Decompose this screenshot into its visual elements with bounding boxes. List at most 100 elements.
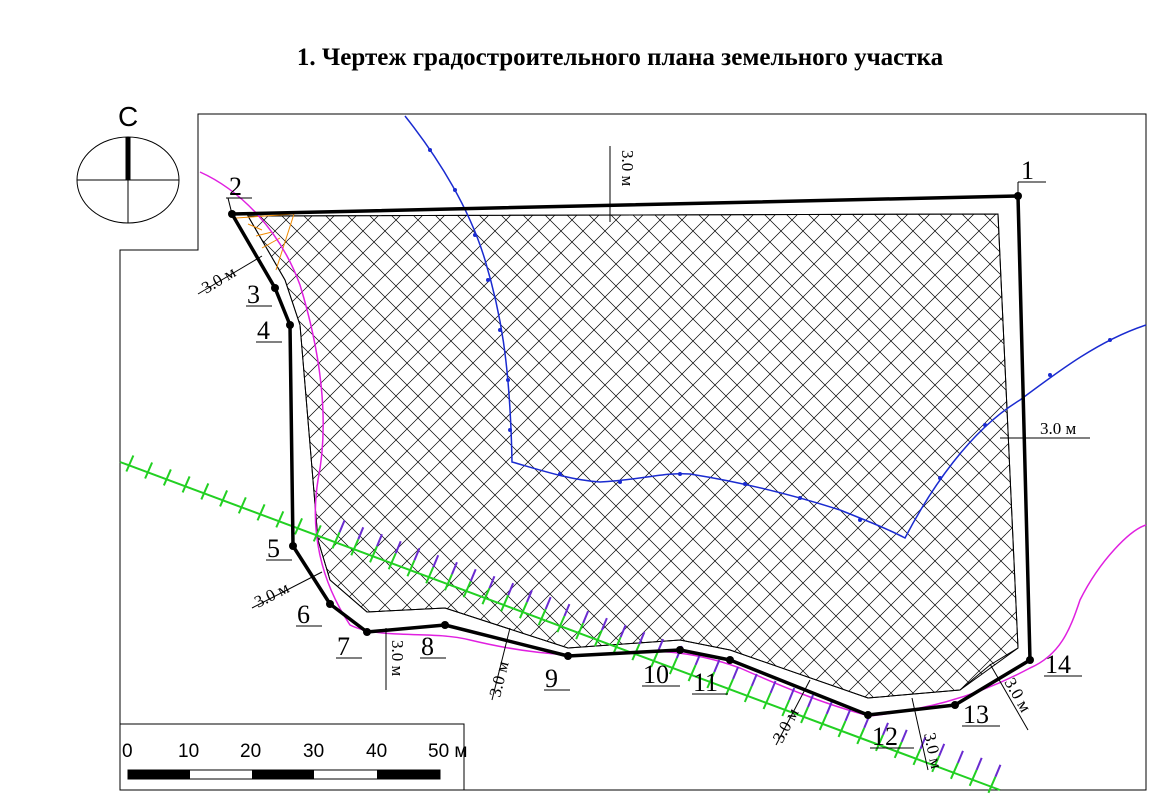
purple-tick	[544, 596, 552, 610]
purple-tick	[750, 673, 758, 687]
green-tick	[950, 762, 959, 780]
blue-line-ticks	[428, 148, 1112, 522]
green-tick	[800, 706, 809, 724]
purple-tick	[882, 722, 889, 736]
green-tick	[912, 748, 922, 766]
green-tick	[612, 636, 622, 654]
purple-tick	[488, 575, 496, 589]
green-tick	[294, 517, 303, 535]
scale-tick-50: 50 м	[428, 741, 467, 762]
green-tick	[650, 650, 660, 668]
buildable-zone-outline	[247, 213, 1019, 699]
point-label-12: 12	[872, 722, 898, 751]
point-marker-4	[286, 321, 294, 329]
setback-bottom-7: 3.0 м	[388, 640, 407, 677]
purple-tick	[469, 568, 477, 582]
green-tick	[837, 720, 847, 738]
purple-tick	[900, 729, 908, 743]
green-ticks	[125, 455, 997, 794]
green-tick	[893, 741, 903, 759]
north-arrow: С	[76, 101, 180, 224]
purple-tick	[788, 687, 796, 701]
point-label-5: 5	[267, 534, 280, 563]
green-tick	[519, 601, 528, 619]
point-marker-3	[271, 284, 279, 292]
scale-tick-20: 20	[240, 741, 261, 762]
purple-tick	[957, 750, 964, 764]
purple-tick	[338, 519, 346, 533]
purple-tick	[807, 694, 814, 708]
green-tick	[312, 524, 322, 542]
green-tick	[331, 531, 341, 549]
purple-tick	[975, 757, 983, 771]
purple-tick	[769, 680, 777, 694]
purple-tick	[938, 743, 946, 757]
scale-tick-10: 10	[178, 741, 199, 762]
buildable-zone-hatch	[247, 213, 1019, 699]
scale-tick-0: 0	[122, 741, 133, 762]
purple-tick	[507, 582, 515, 596]
point-marker-5	[289, 542, 297, 550]
green-tick	[968, 769, 978, 787]
green-tick	[575, 622, 585, 640]
green-tick	[162, 469, 172, 486]
purple-tick	[657, 638, 665, 652]
green-tick	[425, 566, 435, 584]
purple-ticks	[338, 519, 1002, 778]
setback-bottom-14: 3.0 м	[1001, 675, 1036, 716]
point-label-1: 1	[1021, 156, 1034, 185]
north-label: С	[118, 101, 138, 132]
purple-tick	[825, 701, 833, 715]
point-marker-10	[676, 646, 684, 654]
scale-bar: 0 10 20 30 40 50 м	[119, 723, 467, 791]
setback-right: 3.0 м	[1040, 419, 1077, 438]
green-tick	[706, 671, 716, 689]
green-tick	[181, 476, 191, 493]
point-label-2: 2	[229, 172, 242, 201]
green-tick	[237, 497, 247, 514]
point-marker-13	[951, 701, 959, 709]
scale-tick-40: 40	[366, 741, 387, 762]
purple-tick	[563, 603, 571, 617]
green-tick	[406, 559, 416, 577]
purple-tick	[394, 540, 402, 554]
purple-tick	[376, 533, 383, 547]
purple-tick	[732, 666, 739, 680]
green-tick	[444, 573, 453, 591]
purple-tick	[432, 554, 440, 568]
purple-tick	[619, 624, 627, 638]
green-tick	[144, 462, 154, 479]
green-tick	[743, 685, 753, 703]
scale-tick-30: 30	[303, 741, 324, 762]
point-marker-6	[326, 600, 334, 608]
purple-tick	[525, 589, 533, 603]
setback-bottom-11: 3.0 м	[769, 705, 803, 746]
point-marker-11	[726, 656, 734, 664]
green-tick	[931, 755, 941, 773]
setback-leaders	[197, 146, 1090, 771]
green-tick	[200, 483, 210, 500]
blue-line-left	[404, 115, 1147, 540]
purple-tick	[451, 561, 458, 575]
green-tick	[256, 503, 266, 521]
green-tick	[762, 692, 772, 710]
green-tick	[462, 580, 472, 598]
point-label-14: 14	[1045, 650, 1071, 679]
purple-tick	[844, 708, 852, 722]
page-title: 1. Чертеж градостроительного плана земел…	[296, 44, 944, 71]
purple-tick	[994, 764, 1002, 778]
point-label-13: 13	[963, 700, 989, 729]
green-tick	[537, 608, 547, 626]
green-tick	[125, 455, 135, 472]
point-marker-8	[441, 621, 449, 629]
purple-tick	[582, 610, 590, 624]
purple-tick	[638, 631, 646, 645]
green-tick	[350, 538, 360, 556]
setback-top: 3.0 м	[618, 150, 637, 187]
point-label-11: 11	[693, 668, 718, 697]
point-marker-9	[564, 652, 572, 660]
setback-left-lower: 3.0 м	[251, 578, 292, 611]
point-labels	[226, 181, 1082, 749]
point-label-6: 6	[297, 600, 310, 629]
